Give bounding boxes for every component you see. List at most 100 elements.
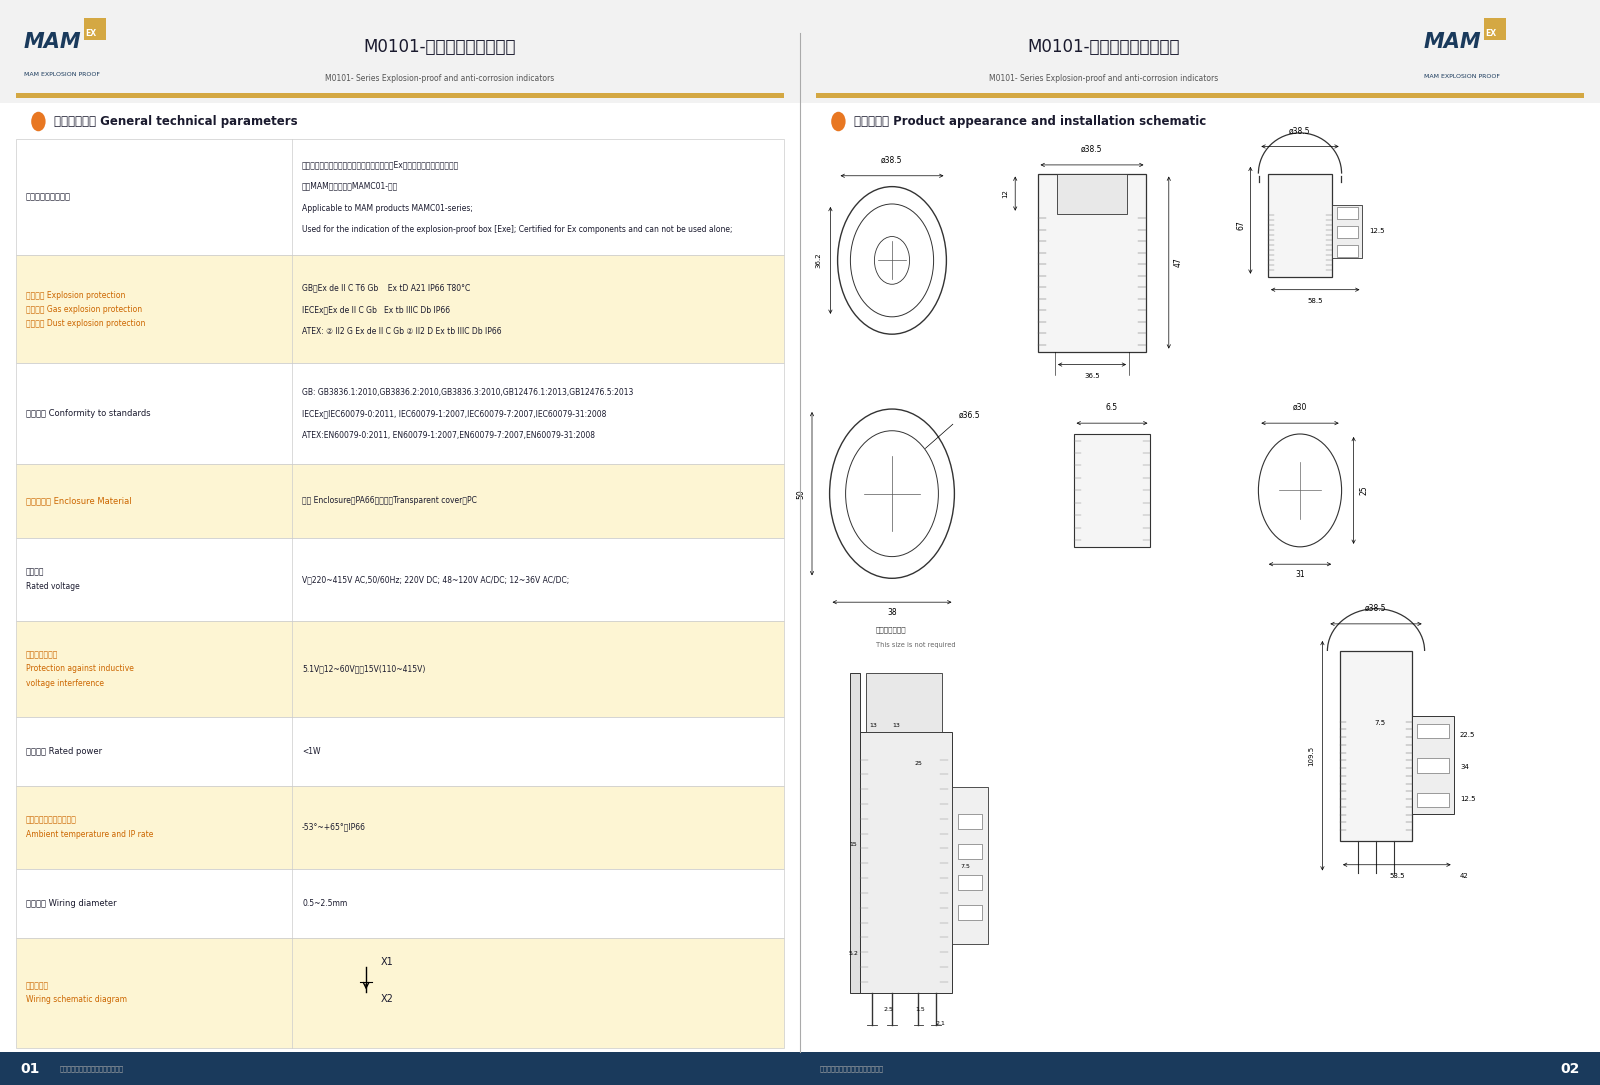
Bar [1413,716,1454,814]
Text: V：220~415V AC,50/60Hz; 220V DC; 48~120V AC/DC; 12~36V AC/DC;: V：220~415V AC,50/60Hz; 220V DC; 48~120V … [302,575,570,584]
Text: 12.5: 12.5 [1370,228,1384,234]
Text: 保护壳材质 Enclosure Material: 保护壳材质 Enclosure Material [26,496,131,506]
Bar [958,844,982,859]
Text: IECEx：Ex de II C Gb   Ex tb IIIC Db IP66: IECEx：Ex de II C Gb Ex tb IIIC Db IP66 [302,305,450,314]
Text: 爆炸保护 Explosion protection: 爆炸保护 Explosion protection [26,291,125,299]
Bar [16,538,784,621]
Bar [1074,434,1150,547]
Text: 34: 34 [1459,764,1469,770]
Bar [851,673,861,993]
Text: 做到安全第一，让我们共用安全理念: 做到安全第一，让我们共用安全理念 [819,1065,883,1072]
Text: 产品用于防爆增安型外壳信号指示用，产品为Ex元件认证，不能单独使用。: 产品用于防爆增安型外壳信号指示用，产品为Ex元件认证，不能单独使用。 [302,161,459,169]
Bar [1267,174,1331,277]
Text: 该尺寸不作要求: 该尺寸不作要求 [877,626,907,633]
Text: -53°~+65°，IP66: -53°~+65°，IP66 [302,822,366,832]
Text: GB: GB3836.1:2010,GB3836.2:2010,GB3836.3:2010,GB12476.1:2013,GB12476.5:2013: GB: GB3836.1:2010,GB3836.2:2010,GB3836.3… [302,387,634,396]
Text: ATEX: ② II2 G Ex de II C Gb ② II2 D Ex tb IIIC Db IP66: ATEX: ② II2 G Ex de II C Gb ② II2 D Ex t… [302,327,502,335]
Text: 环境温度范围及防护等级: 环境温度范围及防护等级 [26,816,77,825]
Text: EX: EX [1485,29,1496,38]
Bar [16,93,784,98]
Bar [1336,244,1358,256]
Bar [1418,793,1448,807]
Text: EX: EX [86,29,96,38]
Text: 25: 25 [1360,486,1368,495]
Text: 58.5: 58.5 [1307,297,1323,304]
Bar [0,1052,800,1085]
Bar [16,464,784,538]
Bar [16,139,784,255]
Text: Applicable to MAM products MAMC01-series;: Applicable to MAM products MAMC01-series… [302,204,474,213]
Text: 13: 13 [893,723,899,728]
Bar [958,905,982,920]
Bar [1336,226,1358,238]
Text: 1.5: 1.5 [915,1007,925,1012]
Circle shape [838,187,947,334]
Bar [861,732,952,993]
Text: 外壳 Enclosure：PA66，透明罩Transparent cover：PC: 外壳 Enclosure：PA66，透明罩Transparent cover：P… [302,496,477,506]
Circle shape [32,112,45,131]
Bar [1056,174,1128,214]
Text: 42: 42 [1459,872,1469,879]
Text: M0101-系列防爆防腐指示灯: M0101-系列防爆防腐指示灯 [1027,38,1181,55]
Text: 36.5: 36.5 [1085,372,1099,379]
Text: 额定电压: 额定电压 [26,567,45,577]
Text: 7.5: 7.5 [1374,720,1386,726]
Text: 防电感电压干扰: 防电感电压干扰 [26,650,58,660]
Bar [1485,18,1507,40]
Text: GB：Ex de II C T6 Gb    Ex tD A21 IP66 T80°C: GB：Ex de II C T6 Gb Ex tD A21 IP66 T80°C [302,283,470,292]
Text: 2.5: 2.5 [883,1007,893,1012]
Circle shape [832,112,845,131]
Text: voltage interference: voltage interference [26,678,104,688]
Text: 25: 25 [915,761,922,766]
Text: ATEX:EN60079-0:2011, EN60079-1:2007,EN60079-7:2007,EN60079-31:2008: ATEX:EN60079-0:2011, EN60079-1:2007,EN60… [302,431,595,439]
Circle shape [851,204,934,317]
Text: 58.5: 58.5 [1389,872,1405,879]
Text: ø30: ø30 [1293,404,1307,412]
Text: 0.5~2.5mm: 0.5~2.5mm [302,898,347,908]
Text: MAM: MAM [24,31,82,52]
Bar [1336,207,1358,219]
Bar [952,787,989,944]
Text: 6.5: 6.5 [1106,404,1118,412]
Text: Rated voltage: Rated voltage [26,582,80,591]
Text: ø38.5: ø38.5 [1082,145,1102,154]
Text: MAM: MAM [1424,31,1482,52]
Text: 12.5: 12.5 [1459,796,1475,803]
Bar [1418,758,1448,773]
Text: 做到安全第一，让我们共用安全理念: 做到安全第一，让我们共用安全理念 [61,1065,125,1072]
Bar [16,621,784,717]
Bar [1418,724,1448,738]
Bar [867,673,942,732]
Text: 01: 01 [19,1062,40,1075]
Text: 适合MAM公司产品：MAMC01-系列: 适合MAM公司产品：MAMC01-系列 [302,182,398,191]
Text: 气体保护 Gas explosion protection: 气体保护 Gas explosion protection [26,305,142,314]
Bar [16,786,784,869]
Text: Used for the indication of the explosion-proof box [Exe]; Certified for Ex compo: Used for the indication of the explosion… [302,226,733,234]
Text: ø36.5: ø36.5 [958,411,981,420]
Text: 50: 50 [797,489,805,498]
Text: 15: 15 [850,842,858,847]
Text: 配套使用主题及说明: 配套使用主题及说明 [26,193,70,202]
Bar [958,814,982,829]
Bar [1341,651,1413,841]
Text: 47: 47 [1174,258,1182,267]
Text: Protection against inductive: Protection against inductive [26,664,133,674]
Bar [16,937,784,1048]
Text: 额定功率 Rated power: 额定功率 Rated power [26,746,102,755]
Text: 5.2: 5.2 [848,950,859,956]
Text: IECEx：IEC60079-0:2011, IEC60079-1:2007,IEC60079-7:2007,IEC60079-31:2008: IECEx：IEC60079-0:2011, IEC60079-1:2007,I… [302,409,606,418]
Text: 通用技术参数 General technical parameters: 通用技术参数 General technical parameters [54,115,298,128]
Bar [0,0,800,103]
Text: 遵循标准 Conformity to standards: 遵循标准 Conformity to standards [26,409,150,418]
Text: 2.1: 2.1 [934,1021,946,1026]
Text: 13: 13 [870,723,877,728]
Text: 5.1V（12~60V）；15V(110~415V): 5.1V（12~60V）；15V(110~415V) [302,664,426,674]
Text: 接线示意图: 接线示意图 [26,981,48,991]
Bar [1037,174,1146,352]
Text: 安装示意图 Product appearance and installation schematic: 安装示意图 Product appearance and installatio… [854,115,1206,128]
Text: Wiring schematic diagram: Wiring schematic diagram [26,995,126,1005]
Text: 38: 38 [886,609,898,617]
Text: 02: 02 [1560,1062,1581,1075]
Circle shape [845,431,938,557]
Bar [800,0,1600,103]
